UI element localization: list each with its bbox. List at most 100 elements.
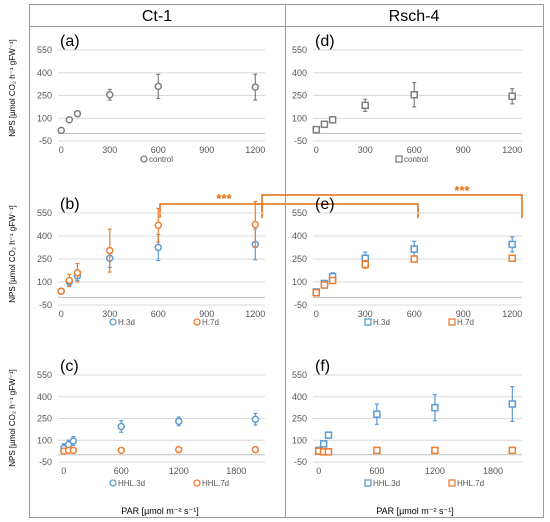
legend-marker: [364, 479, 372, 487]
data-point: [320, 281, 329, 289]
legend-marker: [193, 479, 201, 487]
data-point: [373, 410, 381, 418]
data-point: [373, 446, 381, 455]
y-tick-label: -50: [294, 136, 307, 146]
header-ct1: Ct-1: [142, 8, 172, 25]
y-tick-label: 250: [37, 254, 52, 264]
x-tick-label: 600: [151, 145, 166, 155]
x-tick-label: 0: [314, 145, 319, 155]
x-tick-label: 600: [369, 466, 384, 476]
y-tick-label: 100: [37, 277, 52, 287]
data-point: [319, 440, 328, 448]
series-H.7d: H.7d: [57, 200, 260, 327]
significance-stars-left: ***: [216, 191, 232, 206]
y-tick-label: 550: [37, 370, 52, 380]
x-tick-label: 300: [102, 145, 117, 155]
data-point: [508, 254, 516, 262]
data-point: [251, 220, 260, 229]
data-point: [410, 255, 418, 263]
x-tick-label: 600: [407, 145, 422, 155]
panel-d: -50 100 250 400 550 0 300 600 900 1200 (d) control: [292, 33, 522, 164]
y-tick-label: 250: [37, 91, 52, 101]
data-point: [431, 403, 439, 412]
data-point: [117, 422, 125, 431]
x-tick-label: 1200: [502, 309, 522, 319]
series-control: control: [312, 82, 516, 164]
x-tick-label: 1200: [425, 466, 445, 476]
panel-label: (a): [60, 33, 80, 50]
data-point: [324, 448, 333, 456]
significance-brackets: *** ***: [159, 183, 523, 218]
data-point: [324, 431, 333, 439]
y-tick-label: 400: [292, 68, 307, 78]
legend-label: control: [149, 155, 173, 164]
y-tick-label: 250: [292, 91, 307, 101]
legend-marker: [109, 318, 117, 326]
data-point: [154, 82, 163, 91]
y-tick-label: 100: [37, 113, 52, 123]
data-point: [251, 83, 260, 91]
x-tick-label: 1800: [483, 466, 503, 476]
x-tick-label: 0: [59, 145, 64, 155]
x-tick-label: 300: [358, 145, 373, 155]
y-tick-label: 550: [37, 208, 52, 218]
data-point: [312, 288, 321, 297]
data-point: [73, 269, 82, 277]
data-point: [69, 437, 78, 445]
y-axis-label-row2: NPS [µmol CO₂ h⁻¹ gFW⁻¹]: [8, 205, 17, 303]
x-tick-label: 300: [102, 309, 117, 319]
panel-c: -50 100 250 400 550 0 600 1200 1800 (c) HHL.3d HHL.…: [37, 358, 265, 488]
y-tick-label: -50: [294, 457, 307, 467]
panel-label: (f): [315, 358, 330, 375]
data-point: [154, 221, 163, 230]
data-point: [361, 101, 369, 110]
data-point: [117, 446, 125, 455]
y-tick-label: 550: [292, 208, 307, 218]
x-tick-label: 600: [151, 309, 166, 319]
legend-label: H.7d: [457, 318, 474, 327]
y-tick-label: 550: [37, 45, 52, 55]
x-tick-label: 600: [114, 466, 129, 476]
y-tick-label: 100: [292, 113, 307, 123]
y-tick-label: -50: [39, 300, 52, 310]
y-tick-label: 400: [292, 231, 307, 241]
y-axis-label-row1: NPS [µmol CO₂ h⁻¹ gFW⁻¹]: [8, 39, 17, 137]
x-tick-label: 0: [61, 466, 66, 476]
x-axis-label-right: PAR [µmol m⁻² s⁻¹]: [376, 506, 454, 516]
y-tick-label: 550: [292, 370, 307, 380]
data-point: [73, 109, 82, 118]
data-point: [320, 120, 329, 129]
y-tick-label: 250: [292, 414, 307, 424]
panel-b: -50 100 250 400 550 0 300 600 900 1200 (b) H.3d H.7d: [37, 196, 265, 327]
data-point: [508, 446, 517, 455]
y-tick-label: 400: [37, 68, 52, 78]
x-tick-label: 1200: [169, 466, 189, 476]
data-point: [69, 446, 78, 455]
data-point: [312, 125, 321, 134]
figure-frame: [29, 4, 544, 518]
x-axis-label-left: PAR [µmol m⁻² s⁻¹]: [121, 506, 199, 516]
panel-e: -50 100 250 400 550 0 300 600 900 1200 (e) H.3d H.7d: [292, 196, 522, 327]
y-tick-label: 250: [292, 254, 307, 264]
legend-marker: [448, 479, 456, 487]
x-tick-label: 900: [199, 309, 214, 319]
data-point: [57, 287, 65, 295]
data-point: [175, 445, 183, 454]
panel-f: -50 100 250 400 550 0 600 1200 1800 (f) HHL.3d HHL.…: [292, 358, 522, 488]
legend-marker: [109, 479, 117, 487]
legend-marker: [395, 155, 403, 163]
legend-label: control: [404, 155, 428, 164]
y-tick-label: 400: [37, 231, 52, 241]
data-point: [431, 446, 439, 455]
legend-marker: [448, 318, 456, 326]
data-point: [328, 116, 337, 124]
significance-stars-right: ***: [454, 183, 470, 198]
series-control: control: [57, 73, 260, 164]
panel-label: (b): [60, 196, 80, 213]
y-tick-label: 550: [292, 45, 307, 55]
data-point: [175, 417, 183, 426]
legend-marker: [193, 318, 201, 326]
legend-label: H.7d: [202, 318, 219, 327]
data-point: [410, 90, 418, 99]
legend-label: HHL.3d: [118, 479, 145, 488]
